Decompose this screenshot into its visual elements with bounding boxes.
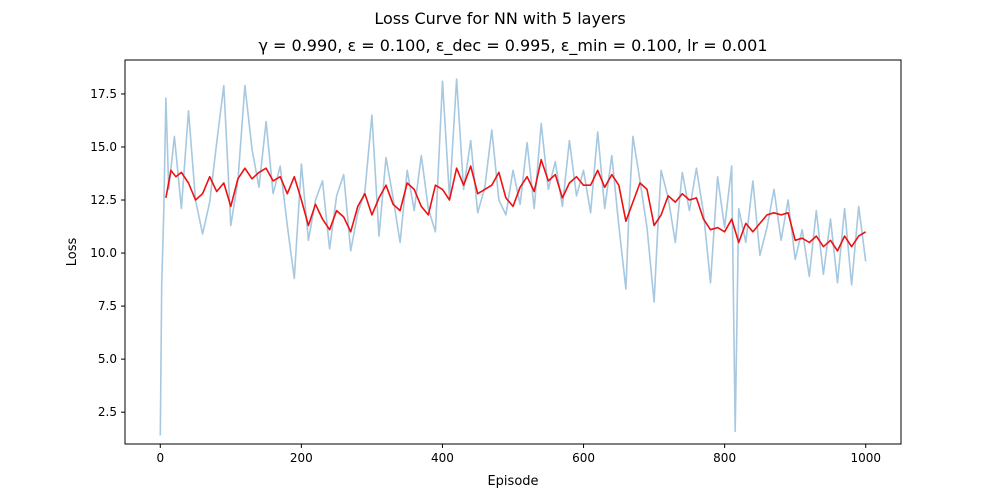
x-axis-ticks: 0 200 400 600 800 1000 bbox=[156, 444, 881, 465]
x-axis-label: Episode bbox=[487, 474, 538, 489]
chart-title: γ = 0.990, ε = 0.100, ε_dec = 0.995, ε_m… bbox=[258, 36, 767, 56]
y-tick-label: 12.5 bbox=[90, 193, 117, 207]
y-tick-label: 10.0 bbox=[90, 246, 117, 260]
y-tick-label: 2.5 bbox=[98, 405, 117, 419]
raw-loss-line bbox=[159, 78, 867, 436]
y-tick-label: 17.5 bbox=[90, 87, 117, 101]
x-tick-label: 400 bbox=[431, 451, 454, 465]
series-layer bbox=[159, 78, 867, 436]
x-tick-label: 0 bbox=[156, 451, 164, 465]
y-tick-label: 5.0 bbox=[98, 352, 117, 366]
chart-suptitle: Loss Curve for NN with 5 layers bbox=[374, 9, 625, 28]
moving-average-line bbox=[165, 158, 867, 252]
plot-frame bbox=[124, 59, 902, 445]
x-tick-label: 200 bbox=[290, 451, 313, 465]
x-tick-label: 600 bbox=[572, 451, 595, 465]
x-tick-label: 800 bbox=[713, 451, 736, 465]
y-axis-label: Loss bbox=[65, 238, 80, 267]
y-tick-label: 15.0 bbox=[90, 140, 117, 154]
y-axis-ticks: 2.5 5.0 7.5 10.0 12.5 15.0 17.5 bbox=[90, 87, 125, 419]
y-tick-label: 7.5 bbox=[98, 299, 117, 313]
x-tick-label: 1000 bbox=[850, 451, 881, 465]
